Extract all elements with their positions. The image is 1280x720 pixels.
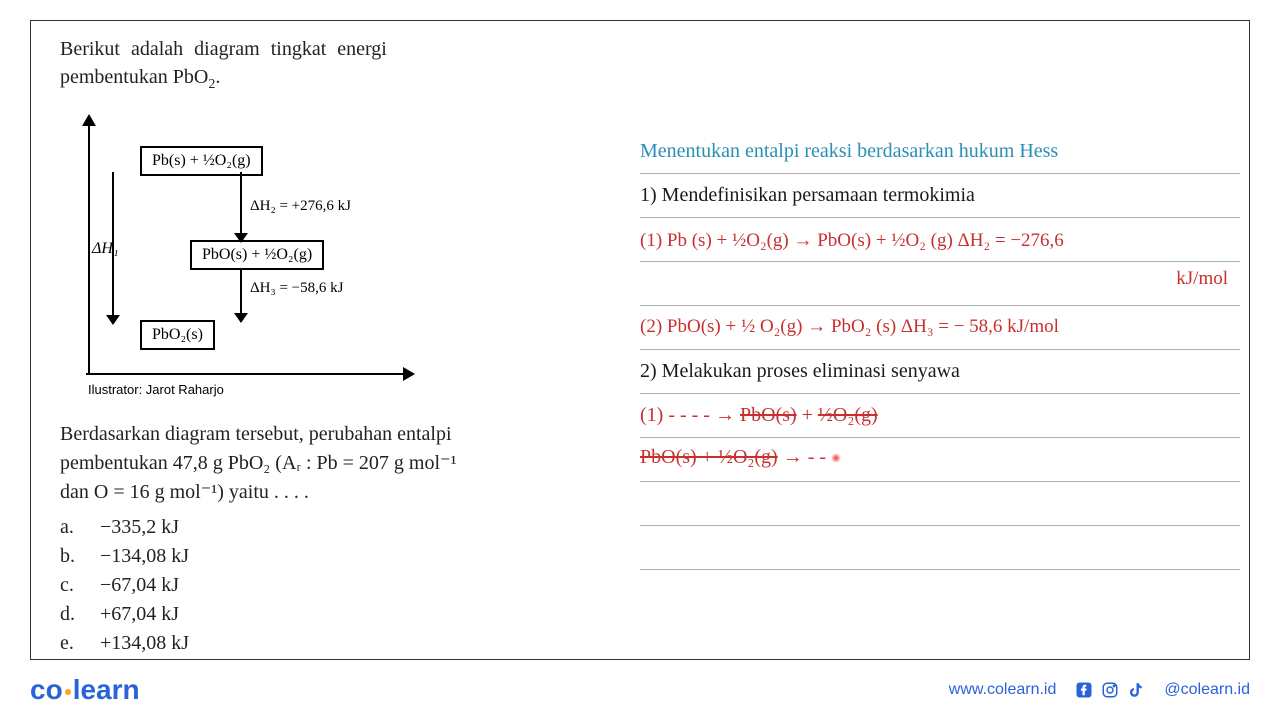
laser-dot-icon bbox=[831, 453, 841, 463]
tiktok-icon bbox=[1126, 680, 1146, 700]
illustrator-credit: Ilustrator: Jarot Raharjo bbox=[88, 382, 224, 397]
dh2-label: ΔH₂ = +276,6 kJ bbox=[250, 198, 351, 215]
footer: colearn www.colearn.id @colearn.id bbox=[30, 670, 1250, 710]
instagram-icon bbox=[1100, 680, 1120, 700]
option-d: d.+67,04 kJ bbox=[60, 600, 550, 629]
colearn-logo: colearn bbox=[30, 674, 140, 706]
level-2-box: PbO(s) + ½O₂(g) bbox=[190, 240, 324, 270]
dh3-arrowhead bbox=[234, 313, 248, 323]
note-step2: 2) Melakukan proses eliminasi senyawa bbox=[640, 360, 960, 383]
options-list: a.−335,2 kJ b.−134,08 kJ c.−67,04 kJ d.+… bbox=[60, 513, 550, 658]
footer-handle: @colearn.id bbox=[1164, 681, 1250, 699]
dh1-label: ΔH₁ bbox=[92, 240, 119, 258]
handwritten-notes: Menentukan entalpi reaksi berdasarkan hu… bbox=[640, 130, 1240, 570]
note-eq1: (1) Pb (s) + ½O₂(g) → PbO(s) + ½O₂ (g) Δ… bbox=[640, 230, 1064, 252]
energy-diagram: Pb(s) + ½O₂(g) PbO(s) + ½O₂(g) PbO₂(s) Δ… bbox=[60, 110, 430, 400]
question-body: Berdasarkan diagram tersebut, perubahan … bbox=[60, 420, 550, 658]
logo-dot-icon bbox=[65, 689, 71, 695]
question-intro: Berikut adalah diagram tingkat energi pe… bbox=[60, 35, 580, 95]
note-eq2: (2) PbO(s) + ½ O₂(g) → PbO₂ (s) ΔH₃ = − … bbox=[640, 316, 1059, 338]
note-eq1-unit: kJ/mol bbox=[1176, 268, 1228, 290]
note-elim1: (1) - - - - → PbO(s) + ½O₂(g) bbox=[640, 404, 878, 427]
body-line1: Berdasarkan diagram tersebut, perubahan … bbox=[60, 420, 550, 449]
q-line2: pembentukan PbO2. bbox=[60, 66, 220, 88]
facebook-icon bbox=[1074, 680, 1094, 700]
dh2-arrow bbox=[240, 172, 242, 240]
note-elim2: PbO(s) + ½O₂(g) → - - bbox=[640, 446, 841, 469]
body-line2: pembentukan 47,8 g PbO₂ (Aᵣ : Pb = 207 g… bbox=[60, 449, 550, 478]
y-axis bbox=[88, 120, 90, 375]
option-b: b.−134,08 kJ bbox=[60, 542, 550, 571]
q-line1: Berikut adalah diagram tingkat energi bbox=[60, 38, 387, 60]
x-axis bbox=[86, 373, 406, 375]
note-step1: 1) Mendefinisikan persamaan termokimia bbox=[640, 184, 975, 207]
footer-right: www.colearn.id @colearn.id bbox=[949, 680, 1250, 700]
footer-url: www.colearn.id bbox=[949, 681, 1057, 699]
dh3-label: ΔH₃ = −58,6 kJ bbox=[250, 280, 343, 297]
social-icons bbox=[1074, 680, 1146, 700]
left-panel: Berikut adalah diagram tingkat energi pe… bbox=[60, 35, 580, 95]
note-title: Menentukan entalpi reaksi berdasarkan hu… bbox=[640, 140, 1058, 163]
dh1-arrowhead bbox=[106, 315, 120, 325]
option-a: a.−335,2 kJ bbox=[60, 513, 550, 542]
option-e: e.+134,08 kJ bbox=[60, 629, 550, 658]
dh2-arrowhead bbox=[234, 233, 248, 243]
body-line3: dan O = 16 g mol⁻¹) yaitu . . . . bbox=[60, 478, 550, 507]
level-1-box: Pb(s) + ½O₂(g) bbox=[140, 146, 263, 176]
level-3-box: PbO₂(s) bbox=[140, 320, 215, 350]
option-c: c.−67,04 kJ bbox=[60, 571, 550, 600]
x-axis-arrow bbox=[403, 367, 415, 381]
